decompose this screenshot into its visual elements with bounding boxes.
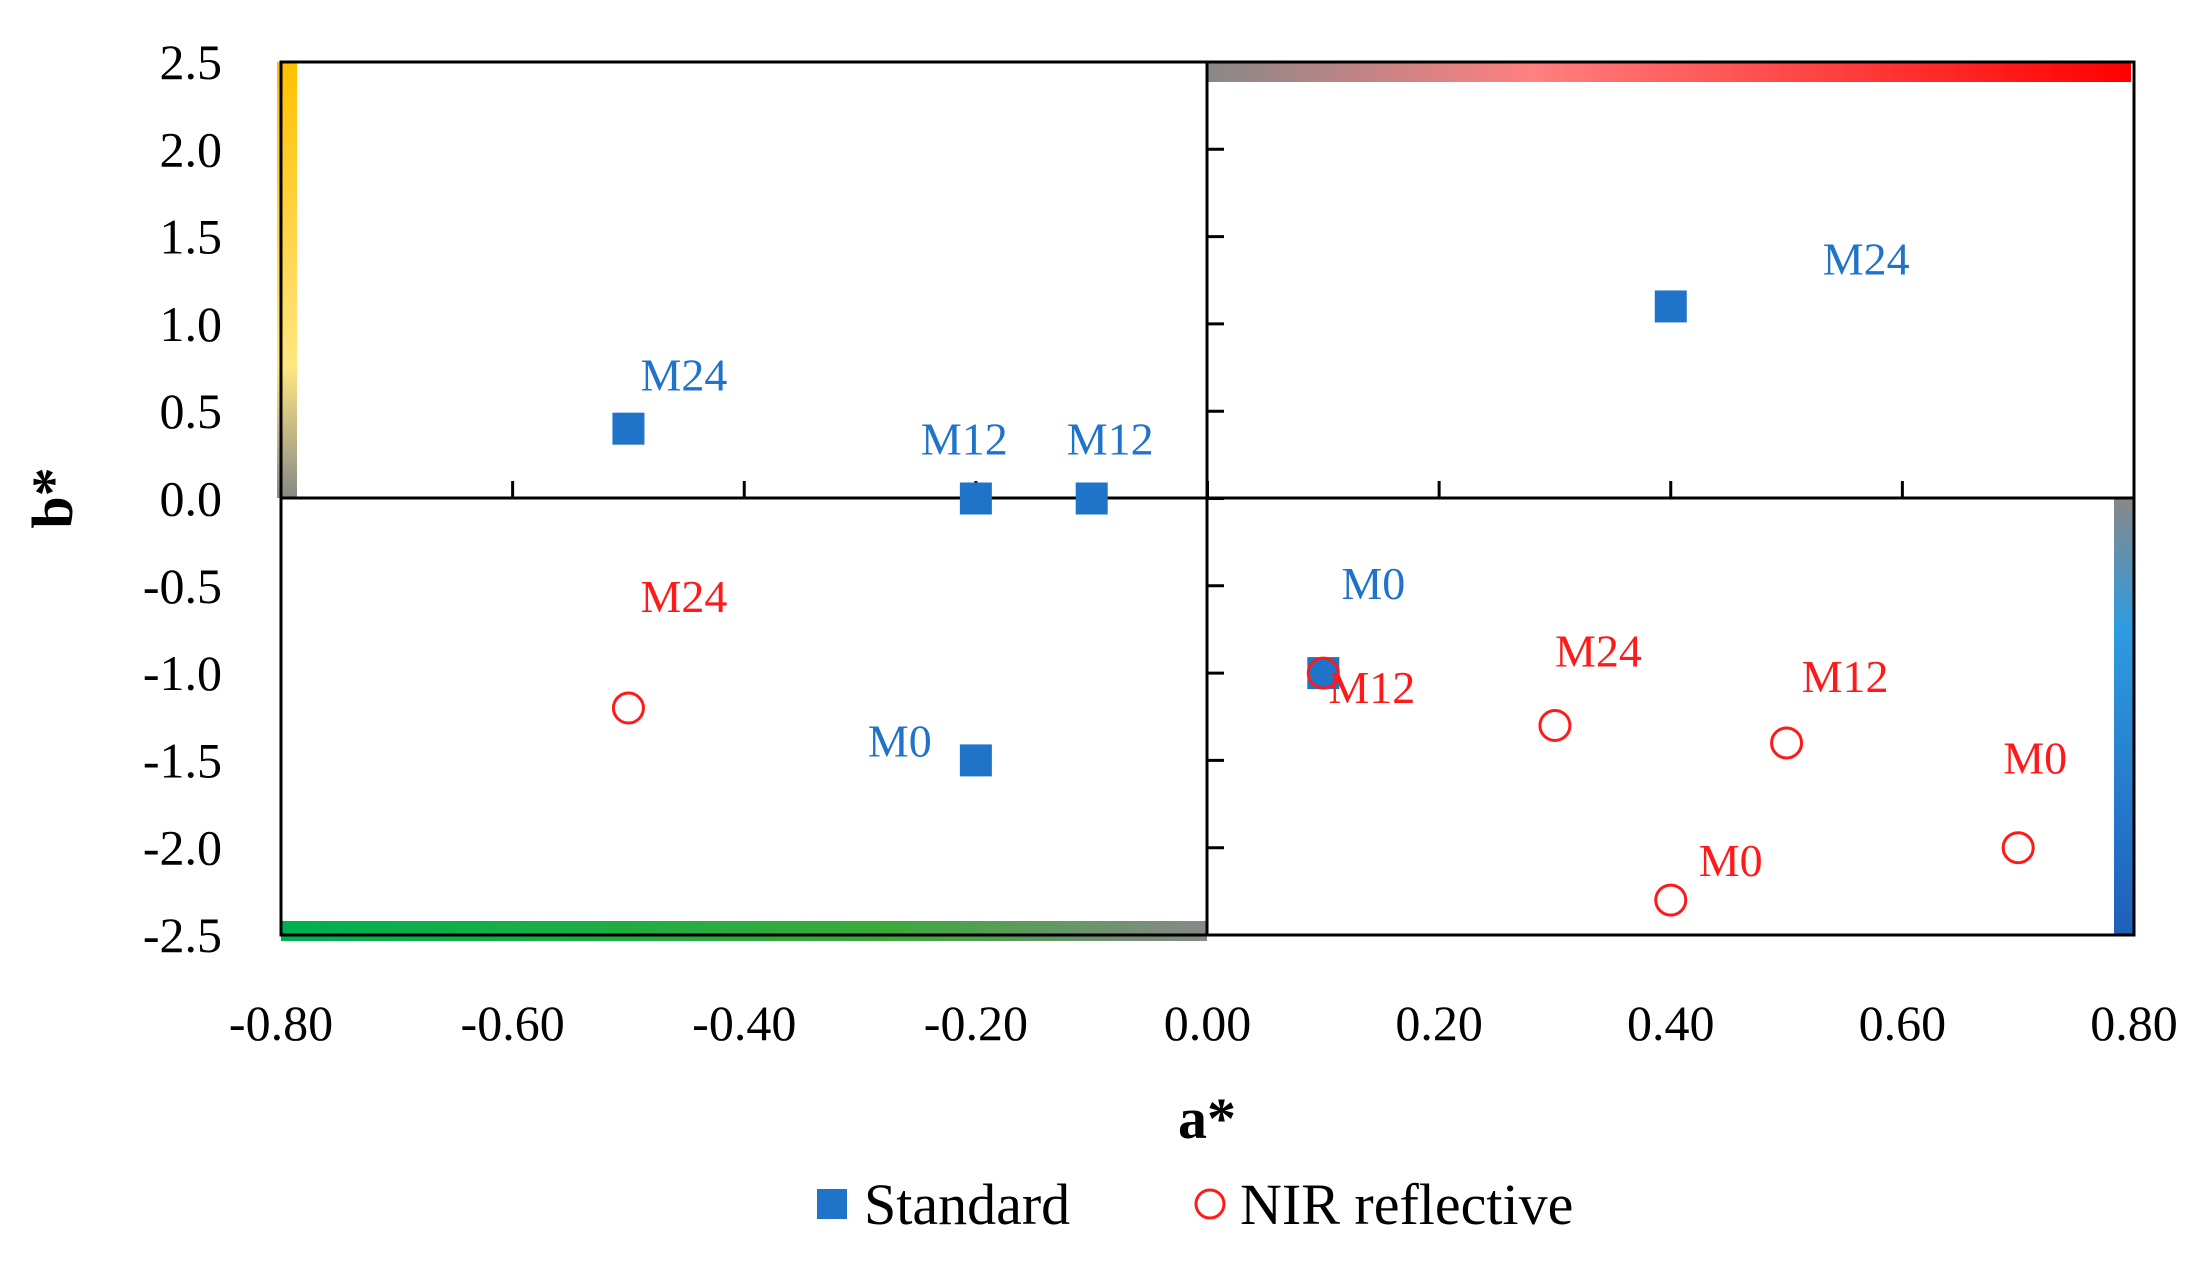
y-tick-label: -2.0 xyxy=(143,820,222,876)
y-tick-label: 0.0 xyxy=(160,471,223,527)
x-tick-label: 0.40 xyxy=(1627,995,1715,1051)
nir-reflective-point-label: M24 xyxy=(1555,625,1642,676)
y-axis-ticks xyxy=(1207,60,1224,937)
y-axis-tick-labels: 2.5 2.0 1.5 1.0 0.5 0.0 -0.5 -1.0 -1.5 -2.0 -2.5 xyxy=(143,34,222,963)
x-tick-label: 0.20 xyxy=(1395,995,1483,1051)
nir-reflective-point xyxy=(1654,883,1688,917)
y-tick-label: 0.5 xyxy=(160,383,223,439)
legend: Standard NIR reflective xyxy=(817,1172,1573,1237)
x-tick-label: 0.00 xyxy=(1164,995,1252,1051)
x-axis-tick-labels: -0.80 -0.60 -0.40 -0.20 0.00 0.20 0.40 0.60 0.80 xyxy=(229,995,2178,1051)
x-tick-label: -0.60 xyxy=(461,995,565,1051)
nir-reflective-point-label: M0 xyxy=(1699,835,1763,886)
x-axis-ticks xyxy=(279,481,2136,498)
standard-point-label: M0 xyxy=(1341,558,1405,609)
y-tick-label: -1.5 xyxy=(143,732,222,788)
y-axis-title: b* xyxy=(20,467,85,528)
nir-reflective-point-label: M24 xyxy=(640,571,727,622)
y-tick-label: 2.5 xyxy=(160,34,223,90)
standard-point xyxy=(612,412,645,445)
nir-reflective-point-label: M12 xyxy=(1328,662,1415,713)
data-points xyxy=(611,290,2035,917)
y-tick-label: -1.0 xyxy=(143,645,222,701)
standard-point-label: M12 xyxy=(921,414,1008,465)
nir-reflective-point xyxy=(2001,831,2035,865)
nir-reflective-point xyxy=(1306,656,1340,690)
y-tick-label: 1.5 xyxy=(160,209,223,265)
legend-nir-label: NIR reflective xyxy=(1240,1172,1573,1237)
y-tick-label: 1.0 xyxy=(160,296,223,352)
legend-nir-marker xyxy=(1194,1188,1226,1220)
standard-point xyxy=(959,744,992,777)
nir-reflective-point-label: M12 xyxy=(1802,651,1889,702)
x-tick-label: -0.80 xyxy=(229,995,333,1051)
standard-point-label: M12 xyxy=(1067,414,1154,465)
x-tick-label: -0.40 xyxy=(692,995,796,1051)
legend-standard-marker xyxy=(817,1189,847,1219)
color-bar-green xyxy=(281,921,1207,941)
color-bar-red xyxy=(1207,62,2131,82)
y-tick-label: -0.5 xyxy=(143,558,222,614)
x-tick-label: -0.20 xyxy=(924,995,1028,1051)
x-tick-label: 0.60 xyxy=(1859,995,1947,1051)
standard-point-label: M24 xyxy=(640,350,727,401)
standard-point-label: M24 xyxy=(1823,233,1910,284)
legend-standard-label: Standard xyxy=(864,1172,1070,1237)
nir-reflective-point-label: M0 xyxy=(2003,733,2067,784)
y-tick-label: -2.5 xyxy=(143,907,222,963)
x-tick-label: 0.80 xyxy=(2090,995,2178,1051)
color-bar-blue xyxy=(2114,498,2134,935)
x-axis-title: a* xyxy=(1178,1086,1236,1151)
standard-point xyxy=(959,482,992,515)
standard-point xyxy=(1654,290,1687,323)
nir-reflective-point xyxy=(1538,708,1572,742)
y-tick-label: 2.0 xyxy=(160,121,223,177)
nir-reflective-point xyxy=(611,691,645,725)
standard-point xyxy=(1075,482,1108,515)
data-point-labels: M24 M12 M12 M0 M24 M0 M24 M12 M24 M12 M0 M0 xyxy=(640,233,2067,886)
nir-reflective-point xyxy=(1770,726,1804,760)
standard-point-label: M0 xyxy=(868,715,932,766)
